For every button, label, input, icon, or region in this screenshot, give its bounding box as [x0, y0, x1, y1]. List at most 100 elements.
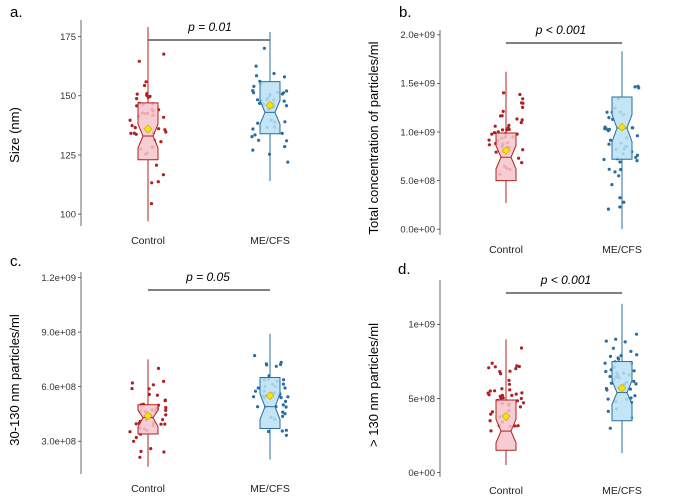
panel-d-control-point: [508, 388, 511, 391]
panel-a-mecfs-point: [263, 47, 266, 50]
panel-a-plot: 100 125 150 175 Control ME/CFS: [60, 20, 290, 247]
panel-a-mecfs-point: [285, 104, 288, 107]
panel-d-mecfs-point: [635, 353, 638, 356]
panel-c-mecfs-point: [256, 405, 259, 408]
panel-a-control-point: [133, 132, 136, 135]
panel-c-mecfs-point: [280, 396, 283, 399]
panel-d-control-point: [488, 393, 491, 396]
panel-c-control-point: [162, 380, 165, 383]
panel-b-control-point: [488, 143, 491, 146]
panel-c-ytick-label: 9.0e+08: [41, 327, 76, 338]
panel-a-category-label: ME/CFS: [250, 235, 290, 247]
panel-c-control-point: [161, 418, 164, 421]
panel-b-control-point: [501, 128, 504, 131]
panel-d-control-point: [491, 362, 494, 365]
panel-c-ytick-label: 3.0e+08: [41, 437, 76, 448]
panel-a-mecfs-point: [283, 100, 286, 103]
panel-c-mecfs-point: [265, 363, 268, 366]
panel-a-mecfs-point: [251, 149, 254, 152]
panel-b-mecfs-point: [602, 158, 605, 161]
panel-a-control-point: [134, 126, 137, 129]
panel-b-control-point: [521, 106, 524, 109]
panel-b-mecfs-point: [635, 159, 638, 162]
panel-d: d. > 130 nm particles/ml 0e+005e+081e+09…: [366, 261, 642, 497]
panel-c-mecfs-point: [285, 434, 288, 437]
panel-c-mecfs-point: [281, 411, 284, 414]
panel-a-mecfs-point: [283, 75, 286, 78]
panel-c-control-point: [164, 406, 167, 409]
panel-d-category-label: ME/CFS: [602, 485, 642, 497]
panel-c-mecfs-point: [252, 395, 255, 398]
panel-d-control-point: [491, 410, 494, 413]
panel-d-control-box: [496, 400, 516, 450]
panel-d-mecfs-point: [604, 370, 607, 373]
panel-c-control-point: [132, 440, 135, 443]
panel-d-mecfs-point: [609, 427, 612, 430]
panel-b-mecfs-point: [618, 205, 621, 208]
panel-c-control-point: [164, 413, 167, 416]
panel-c-control-point: [130, 387, 133, 390]
panel-a-control-point: [136, 93, 139, 96]
panel-a-mecfs-point: [283, 145, 286, 148]
panel-b: b. Total concentration of particles/ml 0…: [366, 4, 642, 256]
panel-a-control-point: [138, 60, 141, 63]
panel-c-ytick-label: 6.0e+08: [41, 382, 76, 393]
panel-b-mecfs-point: [607, 143, 610, 146]
panel-d-control-point: [489, 419, 492, 422]
panel-a-control-point: [135, 97, 138, 100]
panel-a-mecfs-point: [272, 72, 275, 75]
panel-c-mecfs-point: [257, 386, 260, 389]
panel-b-category-label: ME/CFS: [602, 244, 642, 256]
panel-c: c. 30-130 nm particles/ml 3.0e+08 6.0e+08…: [7, 253, 290, 495]
panel-a-ytick-label: 150: [60, 91, 76, 102]
panel-b-mecfs-point: [608, 168, 611, 171]
panel-d-ytick-label: 0e+00: [408, 468, 435, 479]
panel-a-mecfs-point: [283, 120, 286, 123]
panel-d-control-point: [520, 391, 523, 394]
panel-d-control-point: [522, 401, 525, 404]
panel-a-control-point: [159, 140, 162, 143]
panel-d-control-point: [500, 387, 503, 390]
panel-d-mecfs-point: [605, 387, 608, 390]
panel-c-control-point: [149, 447, 152, 450]
panel-b-pvalue: p < 0.001: [535, 23, 586, 37]
panel-a-control-point: [162, 116, 165, 119]
panel-d-control-point: [508, 370, 511, 373]
panel-d-mecfs-point: [629, 350, 632, 353]
panel-d-mecfs-point: [608, 375, 611, 378]
panel-b-mecfs-point: [607, 208, 610, 211]
panel-a-ytick-label: 175: [60, 32, 76, 43]
panel-d-control-point: [489, 429, 492, 432]
panel-c-mecfs-point: [285, 429, 288, 432]
panel-c-control-point: [162, 450, 165, 453]
panel-b-label: b.: [399, 4, 412, 21]
panel-a-ytick-label: 100: [60, 209, 76, 220]
panel-a-mecfs-point: [285, 89, 288, 92]
panel-a-control-point: [131, 124, 134, 127]
panel-c-mecfs-point: [254, 390, 257, 393]
panel-b-mecfs-point: [631, 126, 634, 129]
panel-d-mecfs-point: [617, 358, 620, 361]
panel-c-control-point: [128, 430, 131, 433]
panel-b-control-point: [521, 148, 524, 151]
panel-d-control-point: [517, 424, 520, 427]
panel-c-mecfs-point: [279, 363, 282, 366]
panel-c-control-point: [152, 383, 155, 386]
panel-b-ytick-label: 1.5e+09: [400, 79, 435, 90]
panel-b-control-point: [488, 139, 491, 142]
panel-c-mecfs-point: [282, 383, 285, 386]
panel-c-mecfs-point: [282, 378, 285, 381]
panel-c-control-point: [135, 436, 138, 439]
panel-d-mecfs-point: [632, 380, 635, 383]
panel-d-mecfs-point: [609, 355, 612, 358]
panel-d-mecfs-point: [605, 340, 608, 343]
panel-d-control-point: [515, 393, 518, 396]
panel-b-ytick-label: 0.0e+00: [400, 224, 435, 235]
panel-b-mecfs-point: [618, 196, 621, 199]
panel-d-ylabel: > 130 nm particles/ml: [366, 323, 381, 447]
panel-b-mecfs-point: [617, 174, 620, 177]
panel-b-control-point: [494, 125, 497, 128]
panel-a-mecfs-point: [257, 139, 260, 142]
panel-d-control-point: [494, 365, 497, 368]
panel-c-control-point: [139, 450, 142, 453]
